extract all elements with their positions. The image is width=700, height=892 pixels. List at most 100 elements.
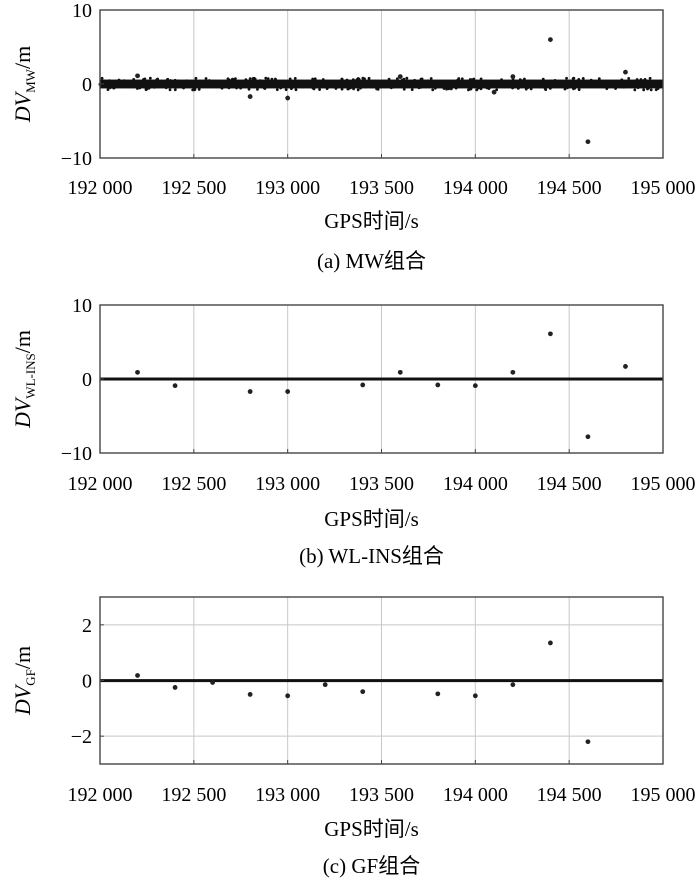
noise-point bbox=[127, 84, 131, 88]
data-point bbox=[510, 682, 516, 688]
noise-point bbox=[165, 78, 169, 82]
noise-point bbox=[249, 84, 253, 88]
noise-point bbox=[170, 79, 174, 83]
noise-point bbox=[475, 88, 479, 92]
noise-point bbox=[325, 82, 329, 86]
noise-point bbox=[182, 86, 185, 90]
noise-point bbox=[422, 79, 426, 83]
noise-point bbox=[173, 88, 177, 92]
noise-point bbox=[288, 77, 292, 81]
noise-point bbox=[352, 87, 355, 91]
noise-point bbox=[152, 84, 156, 88]
noise-point bbox=[647, 86, 651, 90]
noise-point bbox=[392, 85, 395, 89]
noise-point bbox=[225, 83, 229, 87]
noise-point bbox=[176, 85, 179, 89]
noise-point bbox=[289, 87, 293, 91]
data-point bbox=[585, 739, 591, 745]
noise-point bbox=[444, 83, 448, 87]
noise-point bbox=[469, 87, 473, 91]
noise-point bbox=[100, 76, 104, 80]
noise-point bbox=[472, 77, 476, 81]
noise-point bbox=[363, 85, 367, 88]
noise-point bbox=[134, 84, 138, 88]
data-point bbox=[322, 682, 328, 688]
x-tick-label: 194 000 bbox=[443, 784, 508, 806]
noise-point bbox=[584, 81, 587, 85]
noise-point bbox=[597, 77, 601, 81]
data-point bbox=[397, 74, 403, 79]
noise-point bbox=[164, 86, 168, 90]
noise-point bbox=[479, 82, 483, 85]
data-point bbox=[435, 382, 441, 388]
noise-point bbox=[292, 83, 296, 87]
y-tick-label: −2 bbox=[71, 726, 92, 748]
data-point bbox=[360, 382, 366, 388]
noise-point bbox=[264, 76, 268, 80]
noise-point bbox=[132, 78, 136, 81]
y-tick-label: 0 bbox=[82, 74, 92, 96]
y-axis-label-unit: /m bbox=[10, 46, 35, 69]
noise-point bbox=[280, 84, 284, 88]
noise-point bbox=[367, 78, 371, 82]
noise-point bbox=[387, 77, 391, 81]
noise-point bbox=[425, 84, 428, 88]
noise-point bbox=[231, 77, 234, 81]
noise-point bbox=[357, 82, 361, 86]
noise-point bbox=[426, 79, 430, 83]
noise-point bbox=[506, 80, 510, 83]
y-tick-label: 10 bbox=[72, 0, 92, 22]
data-point bbox=[548, 331, 553, 337]
noise-point bbox=[355, 81, 359, 85]
noise-point bbox=[230, 85, 234, 89]
noise-point bbox=[562, 83, 566, 87]
noise-point bbox=[594, 81, 598, 85]
noise-point bbox=[479, 87, 483, 91]
noise-point bbox=[468, 78, 472, 81]
noise-point bbox=[356, 88, 360, 92]
noise-point bbox=[478, 85, 481, 88]
data-point bbox=[285, 95, 291, 101]
noise-point bbox=[113, 86, 117, 89]
noise-point bbox=[643, 77, 647, 81]
y-axis-label-main: DV bbox=[10, 90, 35, 123]
noise-point bbox=[279, 86, 283, 90]
noise-point bbox=[518, 78, 522, 82]
noise-point bbox=[286, 84, 290, 88]
noise-point bbox=[447, 86, 451, 90]
noise-point bbox=[442, 87, 446, 90]
noise-point bbox=[502, 80, 506, 84]
data-point bbox=[247, 692, 253, 697]
noise-point bbox=[241, 82, 245, 86]
y-axis-label-subscript: MW bbox=[23, 68, 38, 93]
noise-point bbox=[563, 79, 567, 83]
noise-point bbox=[511, 86, 514, 90]
noise-point bbox=[459, 80, 463, 83]
noise-point bbox=[274, 77, 277, 81]
x-tick-label: 194 000 bbox=[443, 177, 508, 199]
noise-point bbox=[544, 88, 548, 92]
noise-point bbox=[108, 86, 112, 90]
noise-point bbox=[414, 82, 417, 86]
y-axis-label: DVWL-INS/m bbox=[10, 330, 38, 429]
data-point bbox=[623, 69, 628, 75]
noise-point bbox=[524, 87, 528, 91]
x-axis-label: GPS时间/s bbox=[324, 507, 419, 531]
noise-point bbox=[156, 83, 160, 86]
noise-point bbox=[513, 82, 516, 86]
noise-point bbox=[552, 79, 556, 83]
noise-point bbox=[219, 83, 223, 87]
y-axis-label-subscript: WL-INS bbox=[23, 353, 38, 399]
noise-point bbox=[208, 84, 212, 88]
noise-point bbox=[633, 88, 637, 92]
noise-point bbox=[550, 83, 554, 87]
noise-point bbox=[248, 77, 252, 80]
noise-point bbox=[620, 78, 624, 82]
noise-point bbox=[348, 82, 351, 85]
noise-point bbox=[266, 77, 270, 81]
data-point bbox=[247, 94, 253, 99]
noise-point bbox=[649, 88, 653, 92]
noise-point bbox=[363, 77, 366, 81]
noise-point bbox=[367, 83, 371, 87]
noise-point bbox=[220, 86, 224, 90]
